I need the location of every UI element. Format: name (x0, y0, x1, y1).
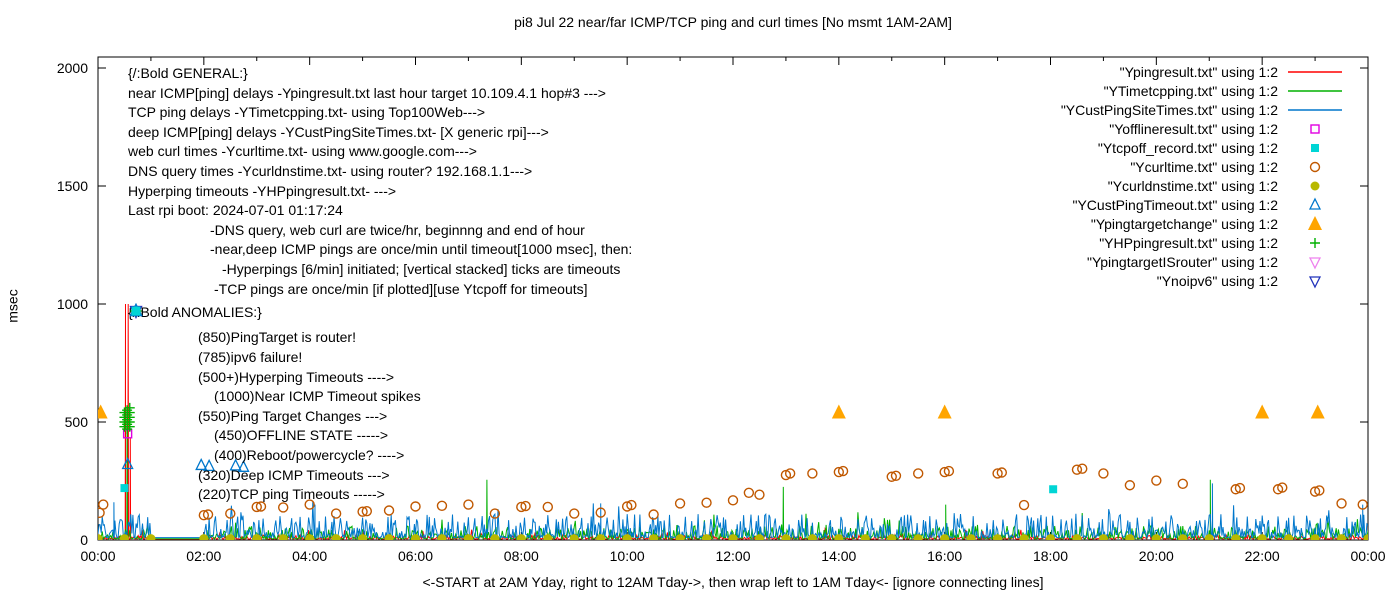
anomaly-note-text: (1000)Near ICMP Timeout spikes (214, 388, 421, 405)
anomaly-row: (450)OFFLINE STATE -----> (198, 426, 421, 446)
legend-item-YCustPingTimeout: "YCustPingTimeout.txt" using 1:2 (1072, 197, 1322, 213)
svg-text:1000: 1000 (57, 296, 88, 312)
legend-item-Ytcpoff_record: "Ytcpoff_record.txt" using 1:2 (1098, 140, 1319, 156)
general-note-line: -DNS query, web curl are twice/hr, begin… (210, 221, 585, 238)
svg-text:"Ycurldnstime.txt" using 1:2: "Ycurldnstime.txt" using 1:2 (1108, 178, 1278, 194)
anomaly-note-text: (400)Reboot/powercycle? ----> (214, 446, 405, 463)
general-note-line: TCP ping delays -YTimetcpping.txt- using… (128, 104, 486, 121)
anomaly-row: (785)ipv6 failure! (129, 305, 421, 367)
svg-text:14:00: 14:00 (821, 548, 856, 564)
series-Ytcpoff_record (120, 484, 1058, 494)
anomaly-row: (220)TCP ping Timeouts -----> (131, 306, 421, 504)
svg-text:"Ynoipv6" using 1:2: "Ynoipv6" using 1:2 (1157, 273, 1278, 289)
anomaly-row: (400)Reboot/powercycle? ----> (198, 445, 421, 465)
series-Ypingtargetchange (98, 404, 1325, 419)
legend-item-YCustPingSiteTimes: "YCustPingSiteTimes.txt" using 1:2 (1061, 102, 1342, 118)
svg-text:"YCustPingSiteTimes.txt" using: "YCustPingSiteTimes.txt" using 1:2 (1061, 102, 1278, 118)
anomaly-note-text: (320)Deep ICMP Timeouts ---> (198, 466, 390, 483)
anomaly-row: (850)PingTarget is router! (129, 305, 421, 348)
anomaly-note-text: (450)OFFLINE STATE -----> (214, 427, 389, 444)
general-note-line: -Hyperpings [6/min] initiated; [vertical… (222, 260, 621, 277)
legend-item-Yofflineresult: "Yofflineresult.txt" using 1:2 (1109, 121, 1320, 137)
series-Ycurldnstime (98, 534, 1368, 540)
anomaly-icon-spacer (198, 447, 214, 463)
anomaly-rows: (850)PingTarget is router! (785)ipv6 fail… (128, 303, 421, 504)
svg-text:02:00: 02:00 (186, 548, 221, 564)
series-YHPpingresult (119, 402, 135, 435)
svg-text:22:00: 22:00 (1245, 548, 1280, 564)
svg-text:"Ycurltime.txt" using 1:2: "Ycurltime.txt" using 1:2 (1130, 159, 1278, 175)
svg-text:08:00: 08:00 (504, 548, 539, 564)
anomaly-row: (550)Ping Target Changes ---> (130, 304, 421, 426)
anomaly-row: (1000)Near ICMP Timeout spikes (198, 386, 421, 406)
anomaly-row: (500+)Hyperping Timeouts ----> (130, 305, 421, 387)
series-Ycurltime (98, 463, 1368, 521)
general-note-line: DNS query times -Ycurldnstime.txt- using… (128, 162, 533, 179)
legend-item-Ypingresult: "Ypingresult.txt" using 1:2 (1120, 64, 1342, 80)
general-note-line: web curl times -Ycurltime.txt- using www… (128, 143, 477, 160)
anomaly-notes: {/:Bold ANOMALIES:} (850)PingTarget is r… (128, 303, 421, 504)
svg-text:"YTimetcpping.txt" using 1:2: "YTimetcpping.txt" using 1:2 (1104, 83, 1279, 99)
anomaly-icon-spacer (198, 427, 214, 443)
general-note-line: Hyperping timeouts -YHPpingresult.txt- -… (128, 182, 397, 199)
x-axis-label: <-START at 2AM Yday, right to 12AM Tday-… (422, 574, 1044, 590)
svg-text:04:00: 04:00 (292, 548, 327, 564)
legend-item-Ypingtargetchange: "Ypingtargetchange" using 1:2 (1091, 216, 1322, 232)
anomaly-note-text: (220)TCP ping Timeouts -----> (198, 486, 385, 503)
svg-text:20:00: 20:00 (1139, 548, 1174, 564)
anomaly-row: (320)Deep ICMP Timeouts ---> (129, 303, 421, 485)
general-note-line: deep ICMP[ping] delays -YCustPingSiteTim… (128, 123, 549, 140)
general-note-line: {/:Bold GENERAL:} (128, 65, 248, 81)
svg-text:16:00: 16:00 (927, 548, 962, 564)
general-note-line: -TCP pings are once/min [if plotted][use… (214, 280, 588, 297)
svg-text:2000: 2000 (57, 60, 88, 76)
svg-text:10:00: 10:00 (610, 548, 645, 564)
anomalies-header: {/:Bold ANOMALIES:} (128, 304, 262, 320)
svg-text:"Ytcpoff_record.txt" using 1:2: "Ytcpoff_record.txt" using 1:2 (1098, 140, 1278, 156)
svg-text:0: 0 (80, 532, 88, 548)
legend-item-Ycurldnstime: "Ycurldnstime.txt" using 1:2 (1108, 178, 1320, 194)
svg-text:"YpingtargetISrouter" using 1:: "YpingtargetISrouter" using 1:2 (1087, 254, 1278, 270)
series-YCustPingSiteTimes (98, 483, 1368, 540)
plot-series (98, 303, 1368, 540)
svg-text:00:00: 00:00 (80, 548, 115, 564)
legend: "Ypingresult.txt" using 1:2 "YTimetcpping… (1061, 64, 1342, 289)
legend-item-YpingtargetISrouter: "YpingtargetISrouter" using 1:2 (1087, 254, 1322, 270)
anomaly-note-text: (785)ipv6 failure! (198, 348, 303, 365)
svg-text:"YHPpingresult.txt" using 1:2: "YHPpingresult.txt" using 1:2 (1099, 235, 1278, 251)
legend-item-YTimetcpping: "YTimetcpping.txt" using 1:2 (1104, 83, 1342, 99)
svg-text:06:00: 06:00 (398, 548, 433, 564)
svg-text:"Ypingtargetchange" using 1:2: "Ypingtargetchange" using 1:2 (1091, 216, 1278, 232)
legend-item-Ycurltime: "Ycurltime.txt" using 1:2 (1130, 159, 1321, 175)
svg-text:500: 500 (65, 414, 89, 430)
legend-item-YHPpingresult: "YHPpingresult.txt" using 1:2 (1099, 235, 1320, 251)
general-notes: {/:Bold GENERAL:} near ICMP[ping] delays … (128, 64, 632, 299)
series-YCustPingTimeout (121, 457, 250, 472)
svg-text:"Yofflineresult.txt" using 1:2: "Yofflineresult.txt" using 1:2 (1109, 121, 1278, 137)
svg-text:18:00: 18:00 (1033, 548, 1068, 564)
svg-text:"Ypingresult.txt" using 1:2: "Ypingresult.txt" using 1:2 (1120, 64, 1279, 80)
svg-text:12:00: 12:00 (715, 548, 750, 564)
chart-title: pi8 Jul 22 near/far ICMP/TCP ping and cu… (514, 14, 952, 30)
general-note-line: near ICMP[ping] delays -Ypingresult.txt … (128, 84, 606, 101)
svg-text:1500: 1500 (57, 178, 88, 194)
svg-text:00:00: 00:00 (1350, 548, 1385, 564)
general-note-line: -near,deep ICMP pings are once/min until… (210, 241, 633, 258)
svg-text:"YCustPingTimeout.txt" using 1: "YCustPingTimeout.txt" using 1:2 (1072, 197, 1278, 213)
square-filled-icon (131, 306, 141, 316)
anomaly-note-text: (500+)Hyperping Timeouts ----> (198, 368, 395, 385)
legend-item-Ynoipv6: "Ynoipv6" using 1:2 (1157, 273, 1322, 289)
anomaly-note-text: (550)Ping Target Changes ---> (198, 407, 388, 424)
general-note-line: Last rpi boot: 2024-07-01 01:17:24 (128, 202, 343, 219)
anomaly-icon-spacer (198, 388, 214, 404)
tick-labels: 00:00 02:00 04:00 06:00 08:00 10:00 12:00 14:00… (57, 60, 1386, 564)
anomaly-note-text: (850)PingTarget is router! (198, 329, 356, 346)
